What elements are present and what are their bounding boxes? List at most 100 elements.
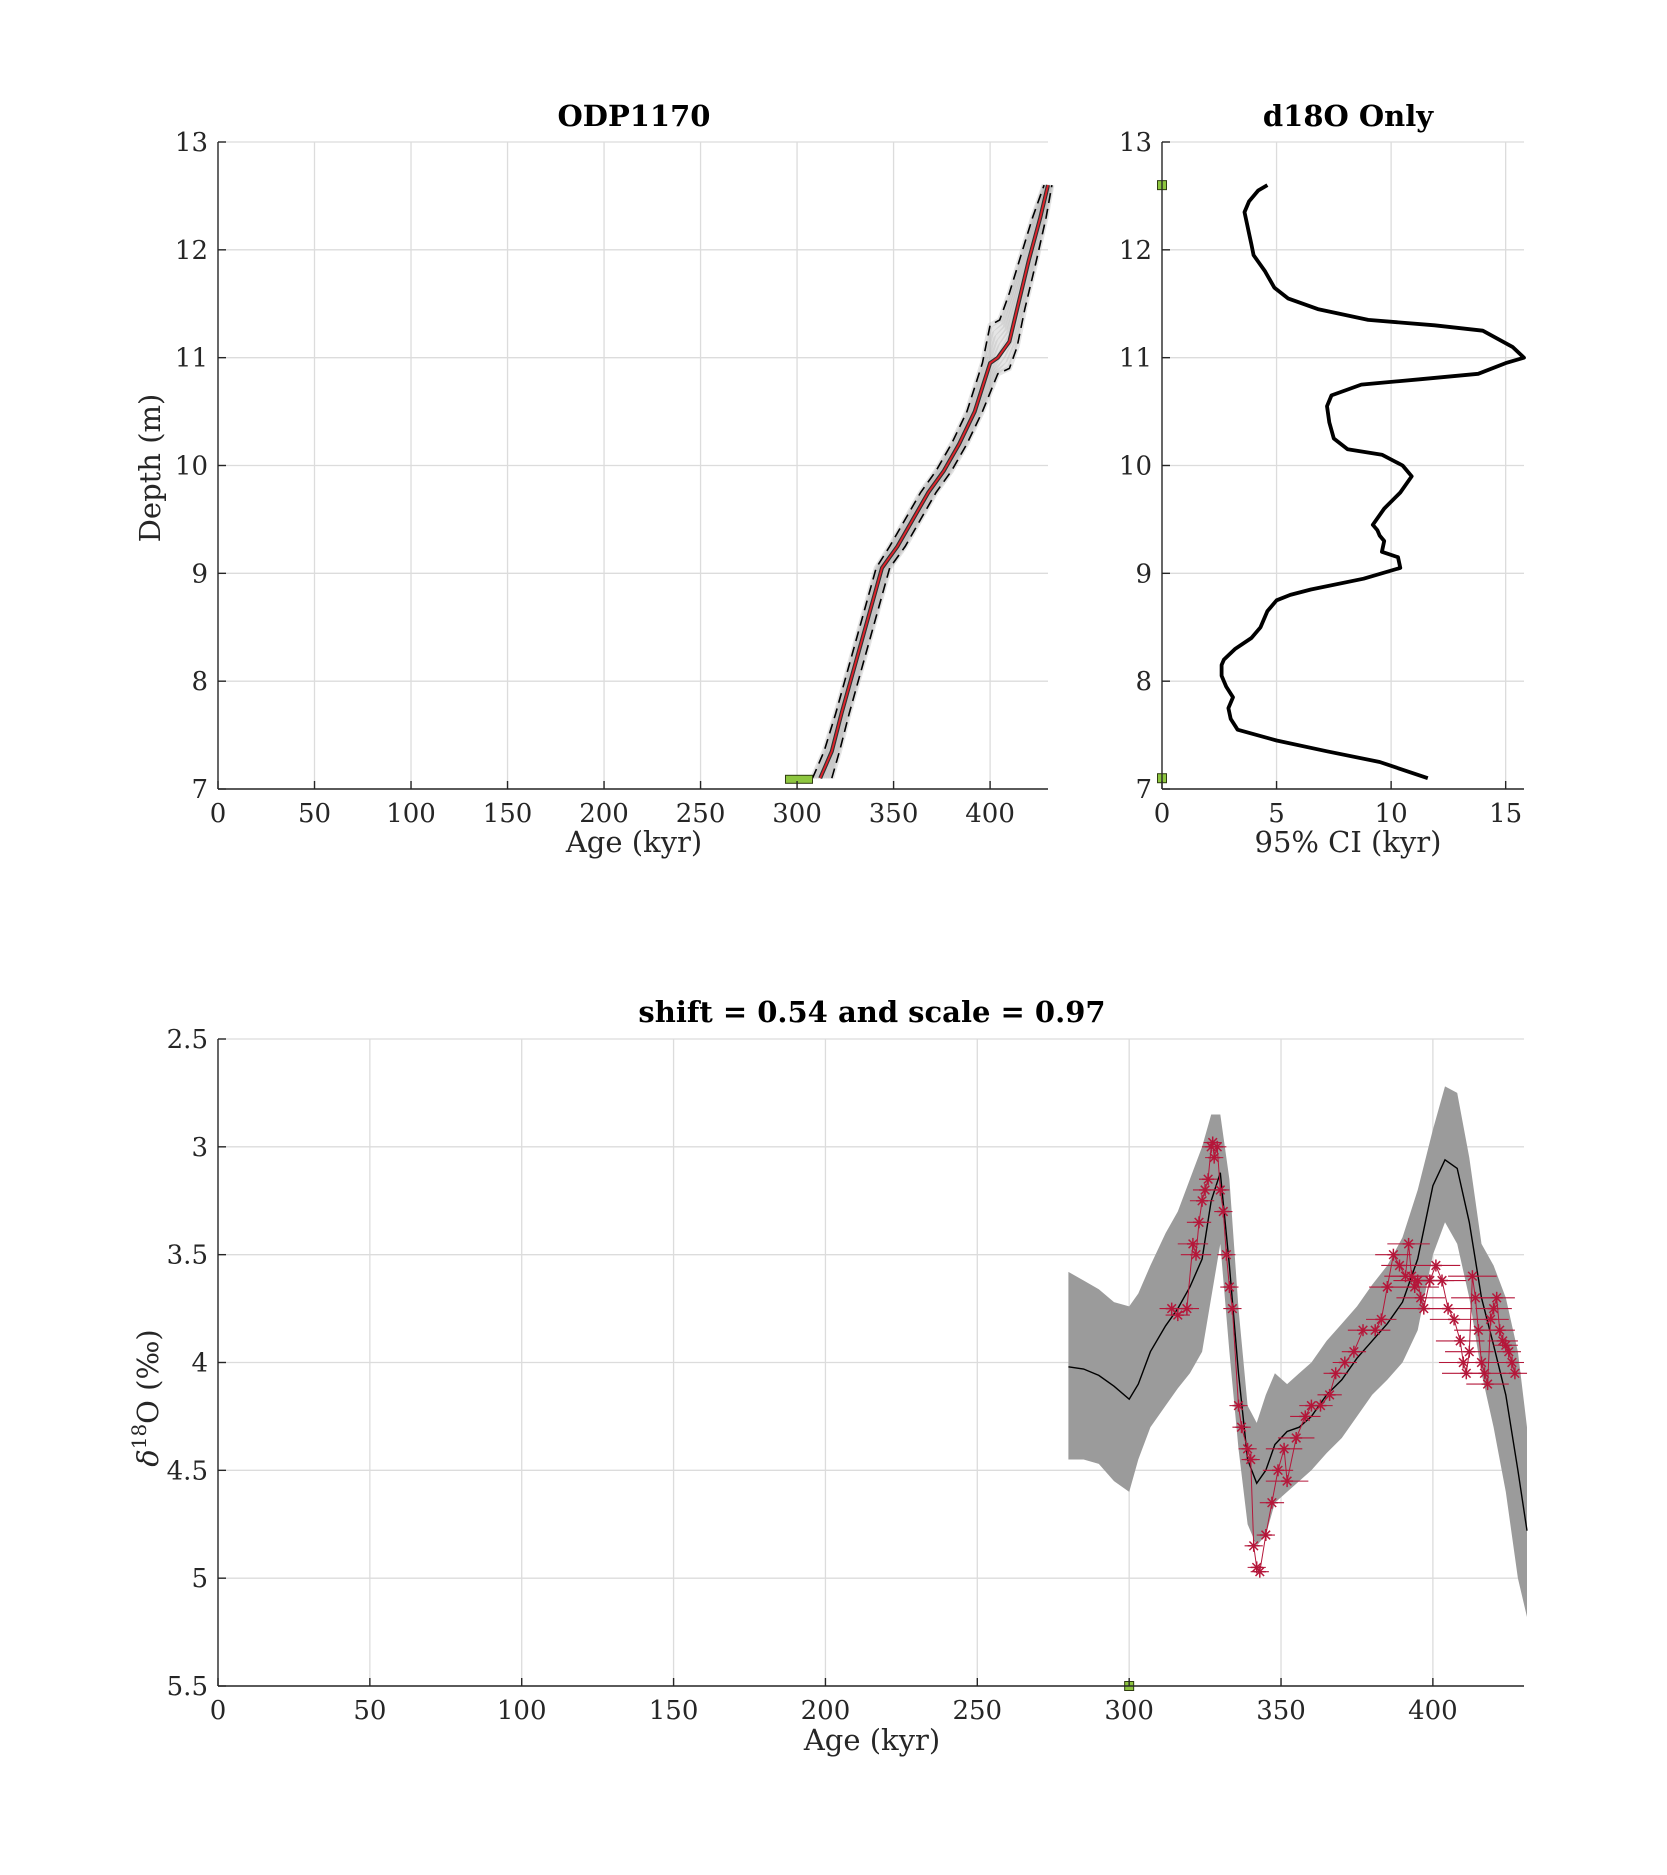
data-point	[1478, 1367, 1491, 1380]
data-point-stroke	[1188, 1239, 1198, 1249]
data-point-stroke	[1182, 1303, 1192, 1314]
data-point-stroke	[1491, 1292, 1502, 1303]
data-point-stroke	[1200, 1185, 1210, 1195]
data-point-stroke	[1254, 1566, 1265, 1577]
data-point-stroke	[1215, 1185, 1226, 1195]
data-point-stroke	[1279, 1443, 1289, 1454]
y-tick-label: 5	[191, 1564, 208, 1594]
data-point-stroke	[1300, 1411, 1311, 1422]
data-point	[1487, 1302, 1500, 1315]
y-tick-label: 9	[191, 559, 208, 589]
ylabel-rest: O (‰)	[131, 1329, 165, 1424]
data-point-stroke	[1330, 1368, 1341, 1379]
data-point	[1502, 1345, 1515, 1358]
panel-d18o-age-yticks: 2.5 3 3.5 4 4.5 5 5.5	[167, 1025, 208, 1702]
x-tick-label: 100	[497, 1696, 547, 1726]
data-point	[1472, 1324, 1485, 1337]
data-point	[1442, 1302, 1455, 1315]
data-point-stroke	[1403, 1239, 1414, 1249]
data-point-stroke	[1494, 1325, 1505, 1336]
data-point-stroke	[1388, 1249, 1399, 1260]
panel-age-depth-ylabel: Depth (m)	[133, 394, 167, 543]
data-point	[1202, 1173, 1215, 1186]
confidence-band	[1068, 1086, 1527, 1617]
data-point	[1278, 1442, 1291, 1455]
data-point	[1196, 1194, 1209, 1207]
panel-ci-depth-grid	[1162, 141, 1524, 790]
data-point-stroke	[1443, 1303, 1453, 1314]
x-tick-label: 350	[1256, 1696, 1306, 1726]
panel-d18o-age-ylabel: δ18O (‰)	[127, 1329, 165, 1466]
data-point-stroke	[1233, 1400, 1244, 1411]
data-point	[1241, 1442, 1254, 1455]
x-tick-label: 200	[801, 1696, 851, 1726]
data-point	[1448, 1313, 1461, 1326]
data-point	[1481, 1378, 1494, 1391]
x-tick-label: 100	[386, 799, 436, 829]
y-tick-label: 13	[175, 128, 208, 158]
x-tick-label: 300	[1104, 1696, 1154, 1726]
data-point	[1211, 1140, 1224, 1153]
data-point	[1214, 1184, 1227, 1196]
x-tick-label: 150	[649, 1696, 699, 1726]
ensemble-realization	[825, 184, 1053, 779]
y-tick-label: 11	[1119, 344, 1152, 374]
x-tick-label: 350	[869, 799, 919, 829]
data-point	[1369, 1324, 1382, 1337]
data-point-stroke	[1376, 1314, 1387, 1325]
panel-age-depth-grid	[218, 141, 1048, 790]
data-point-stroke	[1476, 1357, 1487, 1368]
data-point	[1190, 1248, 1202, 1261]
data-point-stroke	[1406, 1271, 1417, 1282]
panel-age-depth-series	[811, 184, 1053, 779]
data-point	[1208, 1151, 1221, 1164]
y-tick-label: 13	[1119, 128, 1152, 158]
x-tick-label: 150	[483, 799, 533, 829]
data-point-stroke	[1267, 1497, 1277, 1508]
data-point-stroke	[1248, 1540, 1259, 1551]
y-tick-label: 11	[175, 344, 208, 374]
y-tick-label: 4	[191, 1349, 208, 1379]
data-point	[1475, 1356, 1488, 1369]
data-point-stroke	[1349, 1346, 1359, 1357]
panel-age-depth-xticks: 0 50 100 150 200 250 300 350 400	[210, 799, 1015, 829]
data-point-stroke	[1507, 1357, 1517, 1368]
panel-d18o-age-title: shift = 0.54 and scale = 0.97	[638, 995, 1105, 1029]
x-tick-label: 400	[965, 799, 1015, 829]
data-point-stroke	[1172, 1310, 1183, 1320]
data-point	[1235, 1421, 1248, 1434]
data-point	[1329, 1367, 1342, 1380]
y-tick-label: 5.5	[167, 1672, 208, 1702]
data-point	[1463, 1345, 1476, 1358]
data-point-stroke	[1500, 1340, 1511, 1351]
data-point	[1490, 1291, 1503, 1304]
y-tick-label: 7	[191, 775, 208, 805]
upper-bound-line	[831, 184, 1053, 779]
lower-bound-line	[811, 184, 1045, 779]
data-point	[1387, 1248, 1400, 1261]
data-point-stroke	[1467, 1271, 1478, 1282]
x-tick-label: 0	[210, 1696, 227, 1726]
data-point	[1253, 1565, 1266, 1578]
panel-ci-depth-yticks: 7 8 9 10 11 12 13	[1119, 128, 1152, 805]
x-tick-label: 250	[676, 799, 726, 829]
data-point	[1217, 1205, 1230, 1218]
data-point	[1171, 1309, 1184, 1322]
data-point-stroke	[1242, 1443, 1253, 1454]
data-point-stroke	[1488, 1303, 1499, 1314]
data-point	[1381, 1281, 1394, 1293]
ensemble-realization	[827, 184, 1054, 779]
ensemble-realization	[812, 184, 1048, 780]
data-point	[1193, 1216, 1205, 1229]
panel-d18o-age-axes	[217, 1038, 1524, 1687]
panel-d18o-age-xticks: 0 50 100 150 200 250 300 350 400	[210, 1696, 1458, 1726]
data-point	[1347, 1345, 1360, 1358]
x-tick-label: 10	[1375, 799, 1408, 829]
y-tick-label: 3.5	[167, 1241, 208, 1271]
data-point	[1469, 1291, 1482, 1304]
data-point	[1226, 1302, 1239, 1315]
data-point	[1505, 1356, 1518, 1369]
x-tick-label: 300	[772, 799, 822, 829]
data-point	[1466, 1270, 1479, 1283]
